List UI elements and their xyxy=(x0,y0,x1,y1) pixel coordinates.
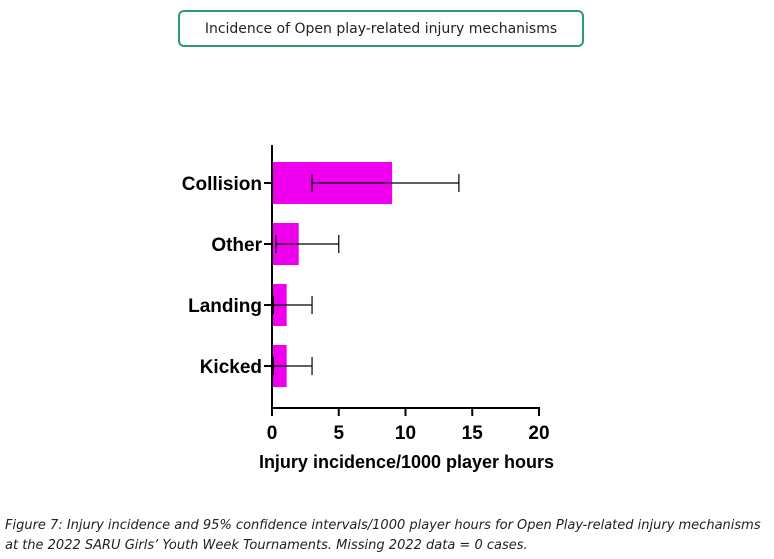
bars-layer xyxy=(272,162,393,387)
figure-caption: Figure 7: Injury incidence and 95% confi… xyxy=(5,518,761,553)
x-tick-label-20: 20 xyxy=(528,423,549,444)
x-tick-label-15: 15 xyxy=(462,423,484,444)
category-label-landing: Landing xyxy=(188,296,262,317)
category-labels: Collision Other Landing Kicked xyxy=(182,174,272,378)
x-tick-label-10: 10 xyxy=(395,423,416,444)
injury-mechanism-bar-chart: Collision Other Landing Kicked 0 5 10 15 20 Inj… xyxy=(182,145,554,472)
x-axis-title: Injury incidence/1000 player hours xyxy=(259,452,554,472)
x-tick-labels: 0 5 10 15 20 xyxy=(267,408,550,444)
error-bars-layer xyxy=(272,174,460,375)
chart-title: Incidence of Open play-related injury me… xyxy=(178,10,584,47)
x-tick-label-5: 5 xyxy=(333,423,344,444)
category-label-kicked: Kicked xyxy=(200,357,262,378)
category-label-other: Other xyxy=(211,235,262,256)
x-tick-label-0: 0 xyxy=(267,423,278,444)
category-label-collision: Collision xyxy=(182,174,262,195)
